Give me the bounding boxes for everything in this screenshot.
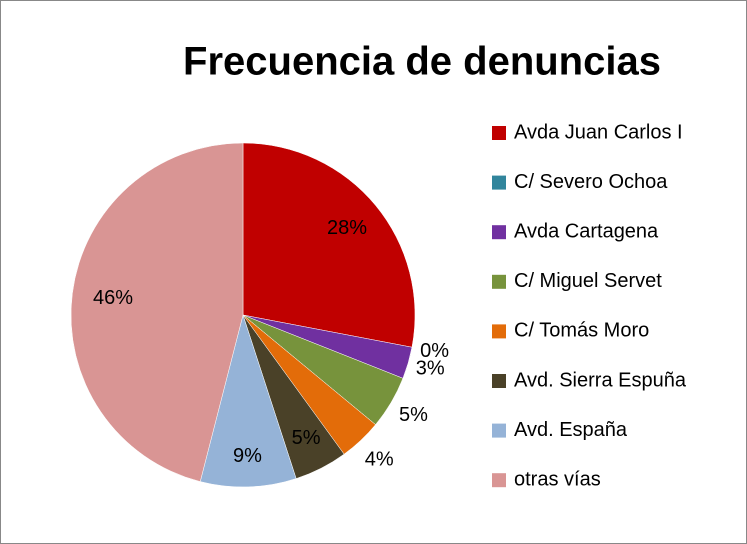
legend-swatch: [492, 324, 506, 339]
data-label: 28%: [327, 217, 367, 239]
pie-slice: [70, 142, 244, 482]
pie-slice: [242, 142, 416, 348]
legend-swatch: [492, 126, 506, 140]
legend-swatch: [492, 423, 506, 438]
legend-swatch: [492, 374, 506, 388]
legend-label: otras vías: [514, 468, 601, 490]
legend-label: Avd. Sierra Espuña: [514, 369, 687, 391]
legend-label: Avda Juan Carlos I: [514, 121, 683, 143]
legend-swatch: [492, 225, 506, 240]
data-label: 4%: [365, 448, 394, 470]
chart-title: Frecuencia de denuncias: [183, 40, 661, 84]
legend-swatch: [492, 274, 506, 289]
legend-label: Avda Cartagena: [514, 220, 659, 242]
data-label: 0%: [420, 340, 449, 362]
legend-label: C/ Severo Ochoa: [514, 171, 668, 193]
data-label: 46%: [93, 287, 133, 309]
pie-slice: [199, 314, 297, 488]
data-label: 9%: [233, 445, 262, 467]
data-label: 3%: [416, 358, 445, 380]
legend-swatch: [492, 175, 506, 190]
legend-label: C/ Tomás Moro: [514, 320, 649, 342]
legend-swatch: [492, 473, 506, 488]
data-label: 5%: [292, 427, 321, 449]
legend-label: C/ Miguel Servet: [514, 270, 662, 292]
data-label: 5%: [399, 404, 428, 426]
legend-label: Avd. España: [514, 419, 628, 441]
